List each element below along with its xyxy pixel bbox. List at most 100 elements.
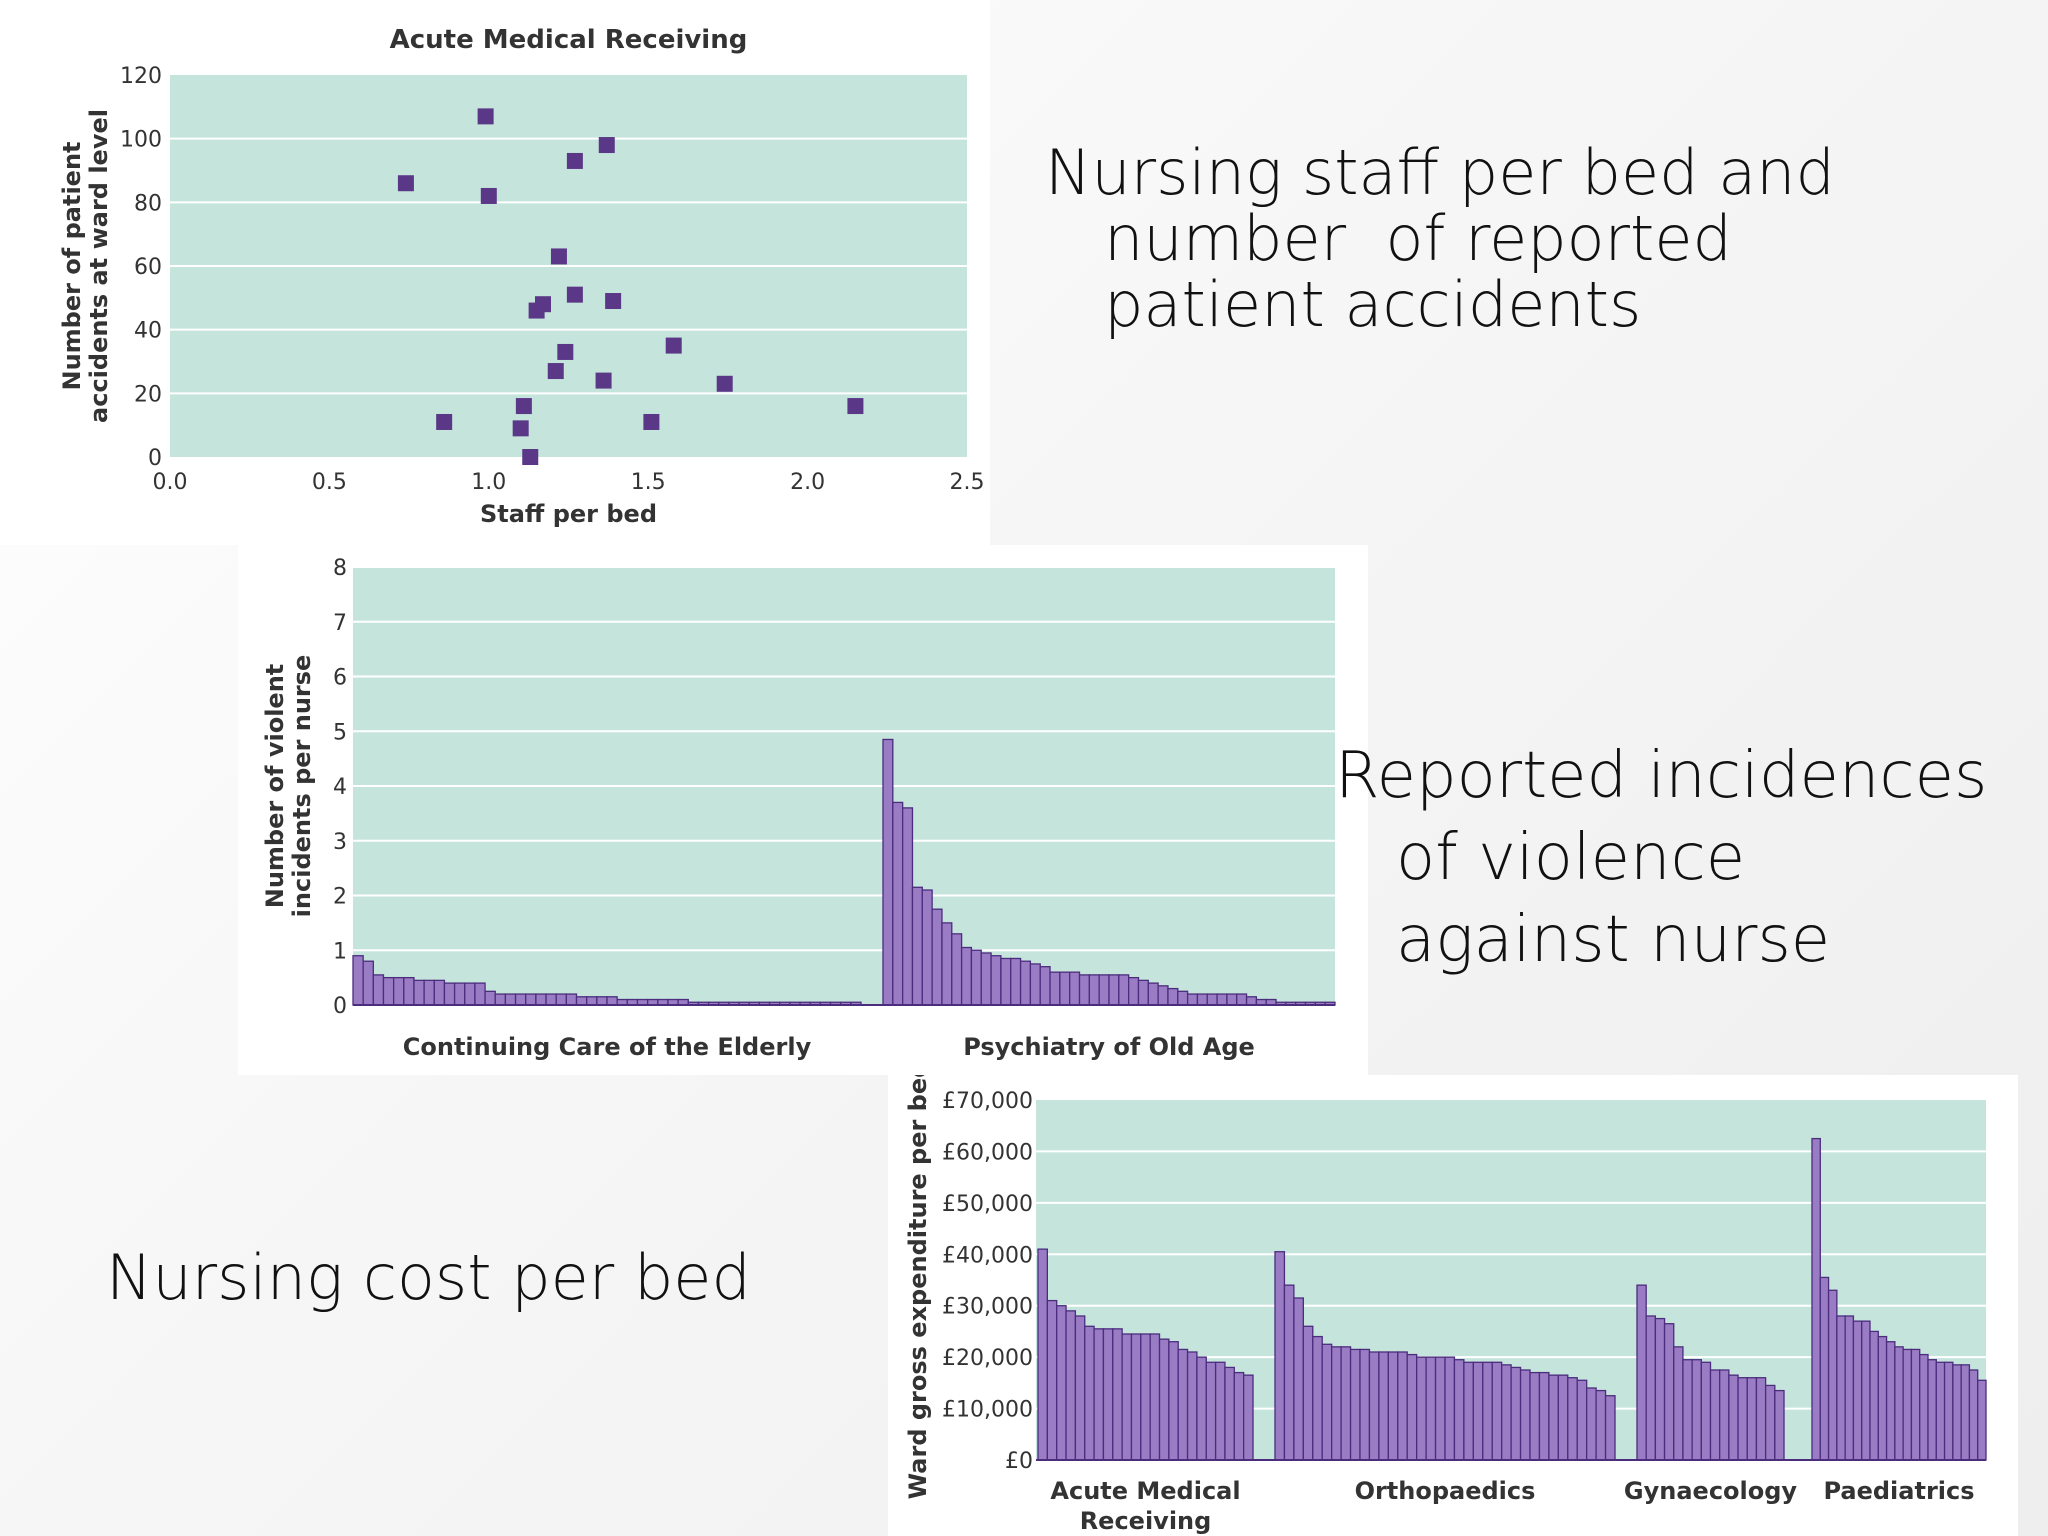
y-tick-label: £60,000 xyxy=(942,1140,1033,1165)
bar xyxy=(951,933,963,1006)
bar xyxy=(1397,1351,1408,1461)
bar xyxy=(1691,1359,1702,1461)
bar xyxy=(882,738,894,1006)
bar xyxy=(1224,1366,1235,1461)
bar xyxy=(970,949,982,1006)
bar xyxy=(902,807,914,1006)
bar xyxy=(433,979,446,1006)
bar xyxy=(1084,1325,1095,1461)
bar xyxy=(1274,1251,1286,1461)
bar xyxy=(1977,1379,1987,1461)
bar xyxy=(1567,1377,1578,1461)
y-tick-label: £0 xyxy=(1005,1449,1033,1474)
bar xyxy=(1312,1335,1323,1461)
x-tick-label: 0.5 xyxy=(312,470,347,495)
y-tick-label: 4 xyxy=(333,775,347,800)
category-label: Psychiatry of Old Age xyxy=(963,1033,1255,1061)
violence-bar-panel: 0 1 2 3 4 5 6 7 8 Continuing Care of the Elderly P… xyxy=(238,545,1368,1075)
y-tick-label: 100 xyxy=(120,128,162,153)
bar xyxy=(941,922,953,1006)
bar xyxy=(1214,1361,1226,1461)
y-tick-label: £20,000 xyxy=(942,1346,1033,1371)
bar xyxy=(1910,1348,1921,1461)
bar xyxy=(1819,1276,1830,1461)
bar xyxy=(1636,1284,1647,1461)
bar xyxy=(1130,1333,1142,1461)
data-point xyxy=(522,449,539,465)
data-point xyxy=(643,413,660,430)
bar xyxy=(392,976,405,1006)
bar xyxy=(565,993,578,1006)
data-point xyxy=(716,375,733,392)
bar xyxy=(1056,1305,1067,1461)
bar xyxy=(474,982,486,1006)
y-tick-label: 7 xyxy=(333,611,347,636)
bar xyxy=(1604,1395,1616,1461)
bar xyxy=(1434,1356,1446,1461)
bar xyxy=(1519,1369,1531,1461)
bar xyxy=(892,801,904,1006)
y-tick-label: 20 xyxy=(134,382,162,407)
bar xyxy=(1529,1371,1541,1461)
data-point xyxy=(566,152,583,169)
bar xyxy=(1167,987,1179,1006)
bar xyxy=(1719,1369,1730,1461)
bar xyxy=(1774,1389,1785,1461)
y-axis-label-line2: accidents at ward level xyxy=(85,109,113,423)
y-tick-label: £10,000 xyxy=(942,1398,1033,1423)
bar xyxy=(1074,1315,1086,1461)
bar xyxy=(1877,1335,1888,1461)
bar xyxy=(413,979,425,1006)
x-tick-label: 1.0 xyxy=(471,470,506,495)
bar xyxy=(1186,993,1199,1006)
data-point xyxy=(550,248,567,265)
bar xyxy=(596,996,608,1006)
x-tick-label: 2.5 xyxy=(950,470,985,495)
y-tick-label: 6 xyxy=(333,666,347,691)
data-point xyxy=(605,293,622,310)
x-tick-label: 1.5 xyxy=(631,470,666,495)
x-axis-label: Staff per bed xyxy=(480,500,657,528)
bar xyxy=(1157,985,1169,1006)
bar xyxy=(1226,993,1238,1006)
y-tick-label: 3 xyxy=(333,830,347,855)
data-point xyxy=(436,413,453,430)
bar xyxy=(1378,1351,1389,1461)
bar xyxy=(1037,1248,1048,1461)
bar xyxy=(1245,996,1258,1006)
caption-violence: Reported incidences of violence against … xyxy=(1335,739,1988,977)
bar xyxy=(1755,1377,1767,1461)
bar xyxy=(1078,974,1090,1006)
bar xyxy=(494,993,507,1006)
bar xyxy=(382,976,395,1006)
y-tick-label: 2 xyxy=(333,885,347,910)
bar xyxy=(1557,1374,1569,1461)
category-label: Orthopaedics xyxy=(1355,1477,1536,1505)
bar xyxy=(1510,1366,1522,1461)
bar xyxy=(1049,971,1061,1006)
bar xyxy=(1935,1361,1946,1461)
bar xyxy=(1128,976,1140,1006)
bar xyxy=(1065,1310,1077,1461)
bar xyxy=(1827,1289,1838,1461)
category-label: Continuing Care of the Elderly xyxy=(403,1033,812,1061)
bar xyxy=(464,982,476,1006)
data-point xyxy=(477,108,494,125)
bar xyxy=(1764,1384,1776,1461)
bar xyxy=(525,993,537,1006)
bar xyxy=(1206,993,1218,1006)
bar xyxy=(1010,957,1022,1006)
bar xyxy=(1368,1351,1380,1461)
bar xyxy=(921,889,933,1006)
chart-title: Acute Medical Receiving xyxy=(390,25,748,55)
y-tick-label: £40,000 xyxy=(942,1243,1033,1268)
y-tick-label: 5 xyxy=(333,720,347,745)
bar xyxy=(1137,979,1149,1006)
bar xyxy=(1960,1364,1971,1461)
bar xyxy=(1039,966,1051,1006)
bar xyxy=(1746,1377,1758,1461)
violence-bar-chart: 0 1 2 3 4 5 6 7 8 Continuing Care of the Elderly P… xyxy=(261,556,1336,1061)
bar xyxy=(1885,1341,1896,1461)
bar xyxy=(931,908,943,1006)
bar xyxy=(1205,1361,1217,1461)
